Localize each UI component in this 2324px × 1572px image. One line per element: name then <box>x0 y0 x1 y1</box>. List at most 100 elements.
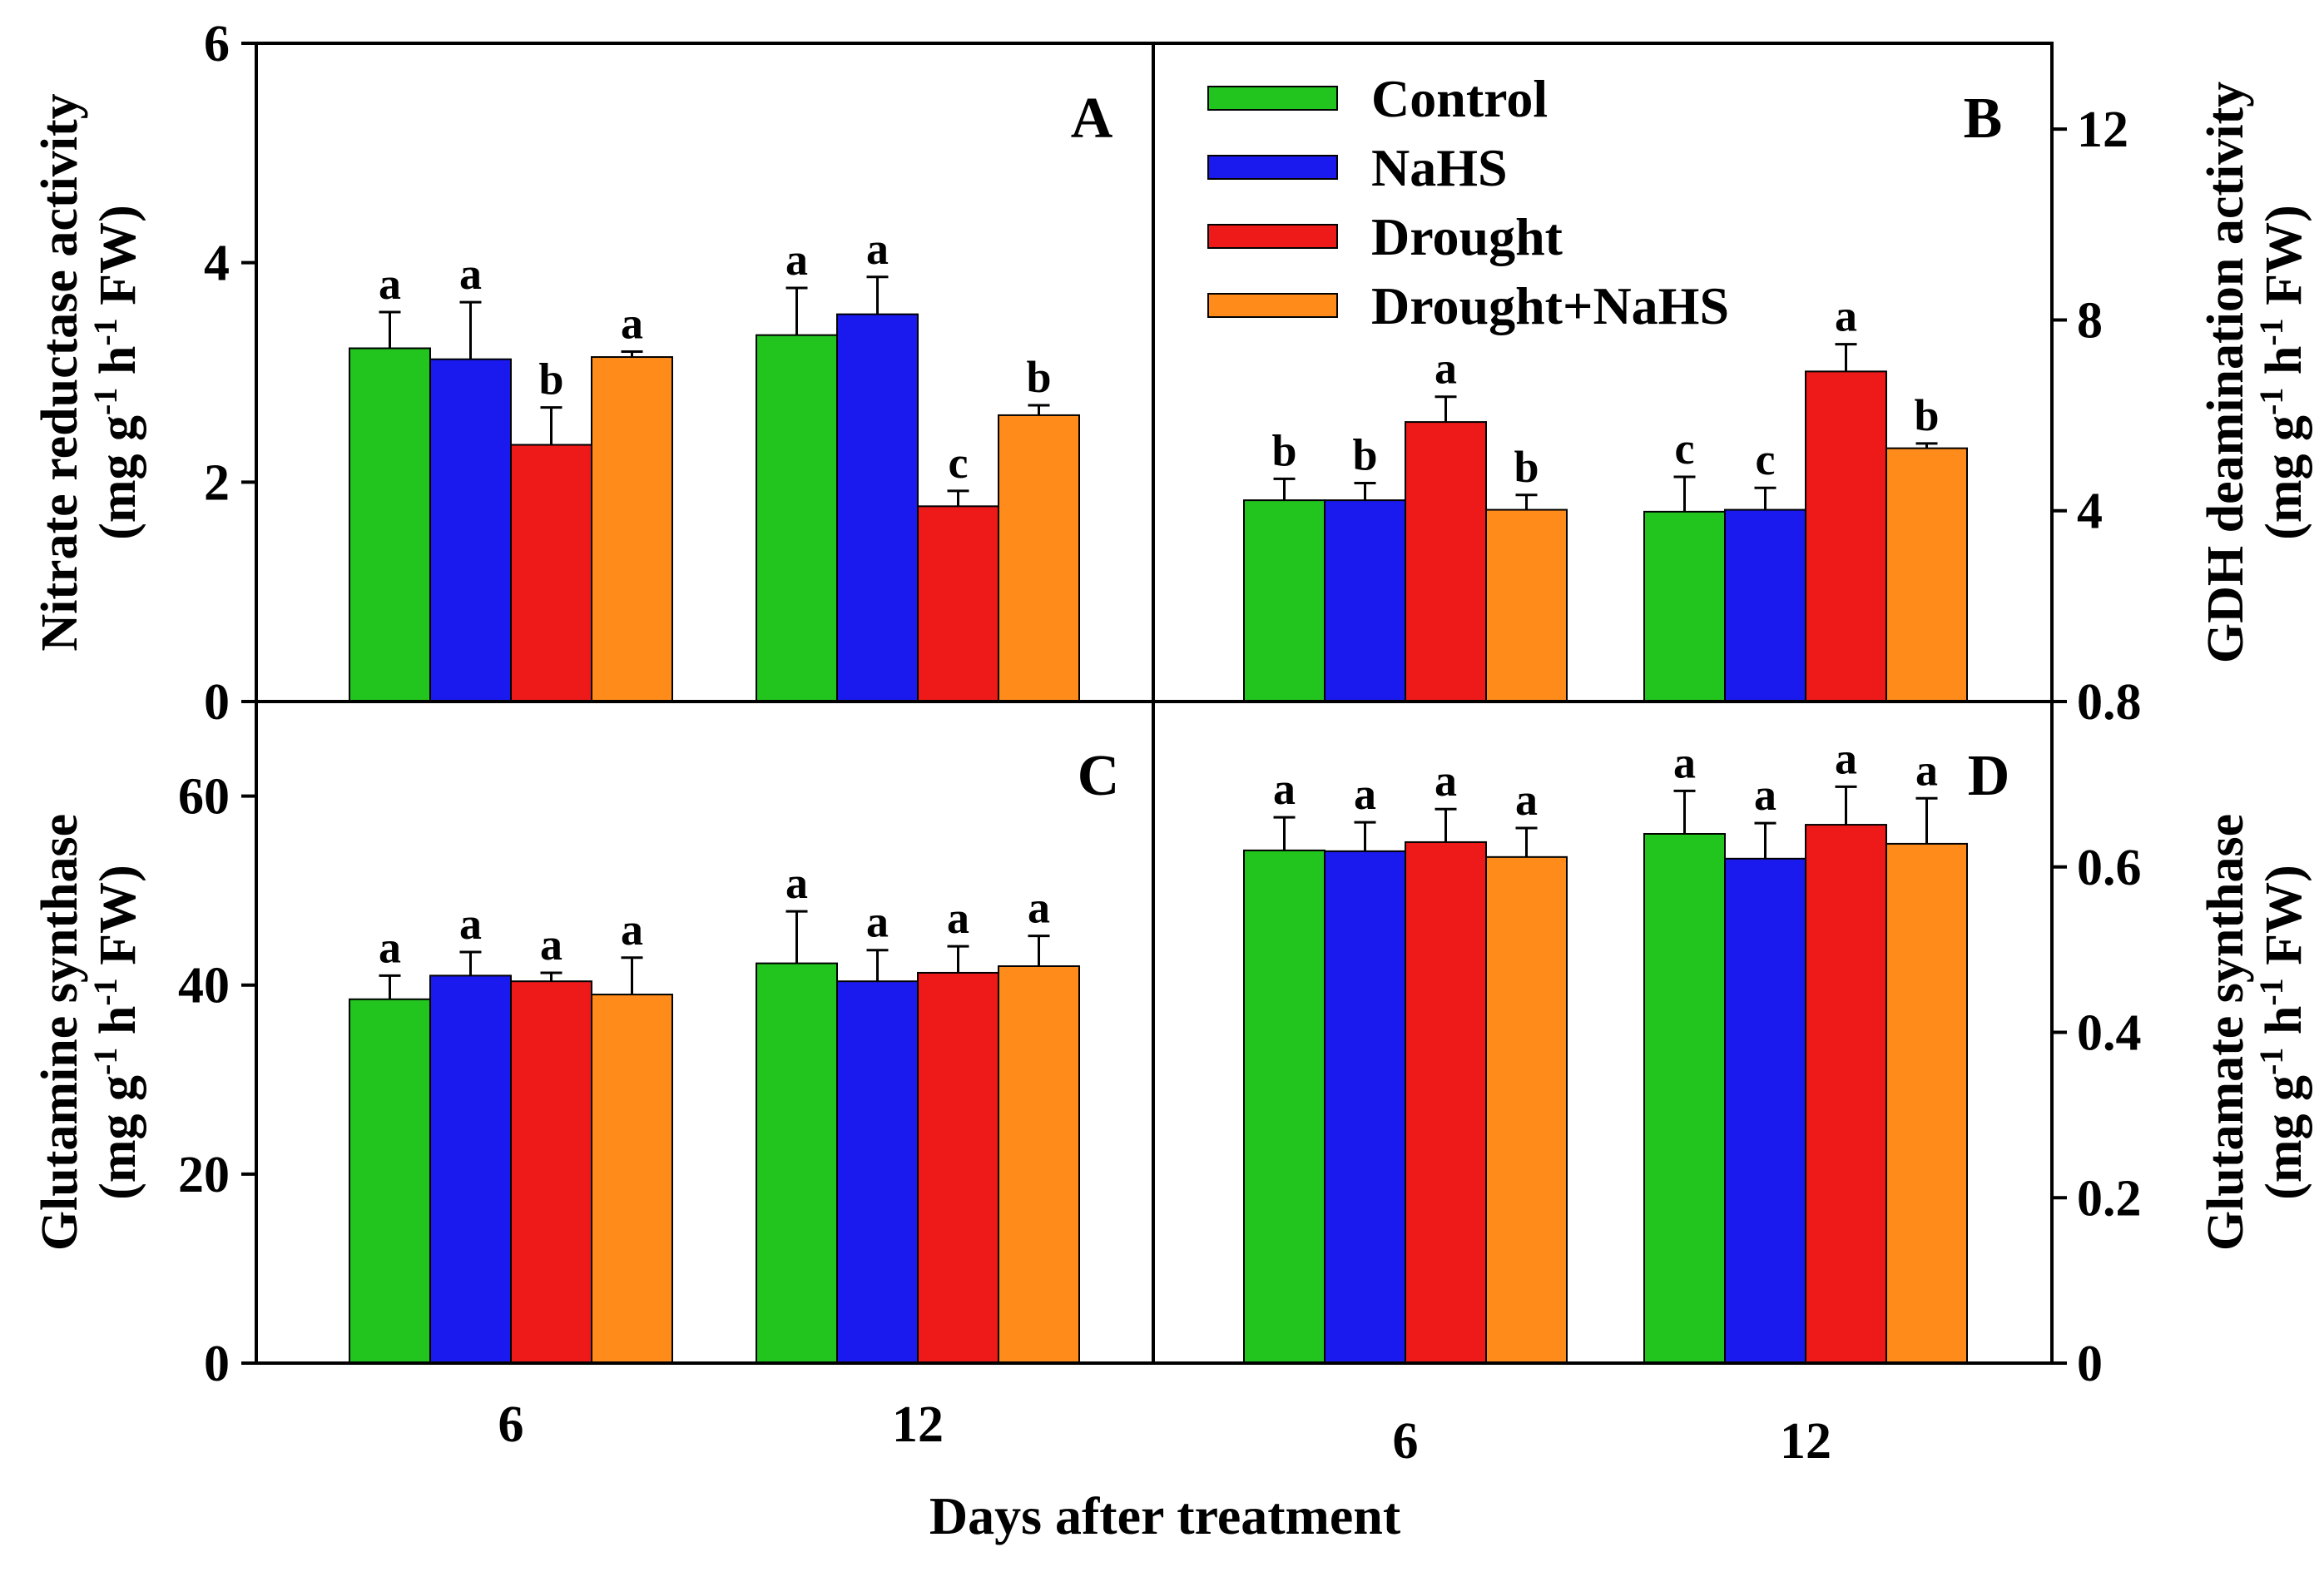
superscript: -1 <box>2252 978 2290 1005</box>
bar-b-control-6 <box>1243 499 1326 703</box>
y-tick-label: 0.8 <box>2077 674 2142 731</box>
significance-letter: c <box>1675 424 1695 474</box>
significance-letter: a <box>459 899 482 949</box>
panel-label: D <box>1968 744 2010 808</box>
y-tick-label: 8 <box>2077 292 2103 349</box>
significance-letter: a <box>1515 775 1538 825</box>
bar-d-drought-6 <box>1405 841 1487 1364</box>
significance-letter: a <box>1273 764 1296 814</box>
panel-b: b c b c a a b b 0 4 8 12 B GDH deamination activity (m… <box>1152 42 2313 731</box>
y-tick-label: 2 <box>204 454 230 511</box>
bar-a-drought-nahs-12 <box>998 414 1080 702</box>
bar-b-nahs-12 <box>1724 508 1806 702</box>
legend-label: Drought+NaHS <box>1371 276 1729 335</box>
significance-letter: a <box>947 893 969 943</box>
significance-letter: b <box>1352 429 1377 479</box>
significance-letter: a <box>1754 770 1776 820</box>
bar-d-drought-nahs-6 <box>1485 855 1568 1364</box>
superscript: -1 <box>87 318 124 345</box>
units-text: (mg g <box>90 415 146 540</box>
units-text: h <box>90 1006 146 1048</box>
bar-b-drought-12 <box>1805 370 1887 702</box>
bar-a-nahs-12 <box>836 313 919 702</box>
significance-letter: a <box>785 858 808 908</box>
units-text: h <box>2256 346 2312 388</box>
significance-letter: a <box>1435 756 1457 806</box>
legend-label: Drought <box>1371 207 1563 266</box>
bar-a-drought-6 <box>510 444 592 702</box>
superscript: -1 <box>87 978 124 1005</box>
bar-c-nahs-12 <box>836 980 919 1364</box>
y-tick-label: 0 <box>2077 674 2103 731</box>
significance-letter: c <box>1756 434 1776 484</box>
significance-letter: a <box>379 922 401 972</box>
bar-c-control-6 <box>349 998 431 1364</box>
significance-letter: a <box>621 905 643 955</box>
bar-a-drought-nahs-6 <box>591 356 673 702</box>
significance-letter: b <box>1514 442 1539 492</box>
y-tick-label: 0 <box>2077 1336 2103 1392</box>
bar-a-control-12 <box>756 334 838 702</box>
significance-letter: a <box>785 235 808 285</box>
significance-letter: a <box>866 897 889 947</box>
units-text: (mg g <box>90 1075 146 1200</box>
significance-letter: a <box>1673 737 1696 787</box>
y-axis-label: GDH deamination activity <box>2198 82 2254 663</box>
significance-letter: a <box>1835 733 1857 783</box>
bar-d-nahs-12 <box>1724 857 1806 1364</box>
significance-letter: a <box>379 259 401 309</box>
x-tick-label: 6 <box>1393 1413 1419 1470</box>
bar-d-nahs-6 <box>1324 850 1406 1364</box>
significance-letter: b <box>1026 352 1051 402</box>
panel-a: a a a a b c a b 0 2 4 6 A Nitrate reductase activity(… <box>32 16 1155 731</box>
y-axis-units: (mg g-1 h-1 FW) <box>2252 205 2313 539</box>
y-tick-label: 0.6 <box>2077 840 2142 896</box>
legend: Control NaHS Drought Drought+NaHS <box>1207 69 1729 335</box>
units-text: FW) <box>90 865 146 978</box>
superscript: -1 <box>2252 318 2290 345</box>
x-tick-label: 12 <box>892 1396 944 1453</box>
y-tick-label: 4 <box>2077 484 2103 540</box>
y-tick-label: 12 <box>2077 102 2128 158</box>
legend-label: NaHS <box>1371 138 1508 197</box>
y-tick-label: 0 <box>204 1336 230 1392</box>
significance-letter: c <box>949 438 969 488</box>
y-tick-label: 6 <box>204 16 230 72</box>
significance-letter: b <box>1271 425 1296 475</box>
superscript: -1 <box>2252 1048 2290 1075</box>
bar-d-control-6 <box>1243 849 1326 1364</box>
bar-b-nahs-6 <box>1324 499 1406 703</box>
bar-a-control-6 <box>349 347 431 702</box>
y-tick-label: 40 <box>178 958 230 1014</box>
significance-letter: a <box>1435 344 1457 394</box>
significance-letter: a <box>1354 769 1376 819</box>
significance-letter: a <box>866 224 889 274</box>
y-axis-label: Glutamate synthase <box>2198 814 2254 1251</box>
significance-letter: b <box>1914 390 1939 440</box>
panel-d: a a a a a a a a 0 0.2 0.4 0.6 0.8 D Glutamate synthase… <box>1152 674 2312 1470</box>
bar-c-drought-12 <box>917 971 999 1364</box>
units-text: (mg g <box>2256 1075 2312 1200</box>
y-axis-label: Nitrate reductase activity <box>32 93 88 651</box>
units-text: h <box>2256 1006 2312 1048</box>
y-tick-label: 0 <box>204 674 230 731</box>
legend-swatch-drought-nahs <box>1207 293 1338 318</box>
bar-c-drought-nahs-6 <box>591 994 673 1364</box>
x-tick-label: 12 <box>1780 1413 1831 1470</box>
significance-letter: a <box>621 298 643 348</box>
significance-letter: a <box>1028 883 1050 933</box>
significance-letter: a <box>1835 291 1857 341</box>
legend-swatch-nahs <box>1207 155 1338 180</box>
y-tick-label: 20 <box>178 1147 230 1203</box>
panel-label: C <box>1078 744 1120 808</box>
units-text: FW) <box>90 205 146 318</box>
significance-letter: a <box>540 920 562 969</box>
bar-a-nahs-6 <box>429 358 512 702</box>
y-tick-label: 60 <box>178 769 230 826</box>
panel-label: B <box>1964 87 2003 151</box>
significance-letter: a <box>1915 745 1938 795</box>
superscript: -1 <box>87 1048 124 1075</box>
y-tick-label: 4 <box>204 236 230 292</box>
